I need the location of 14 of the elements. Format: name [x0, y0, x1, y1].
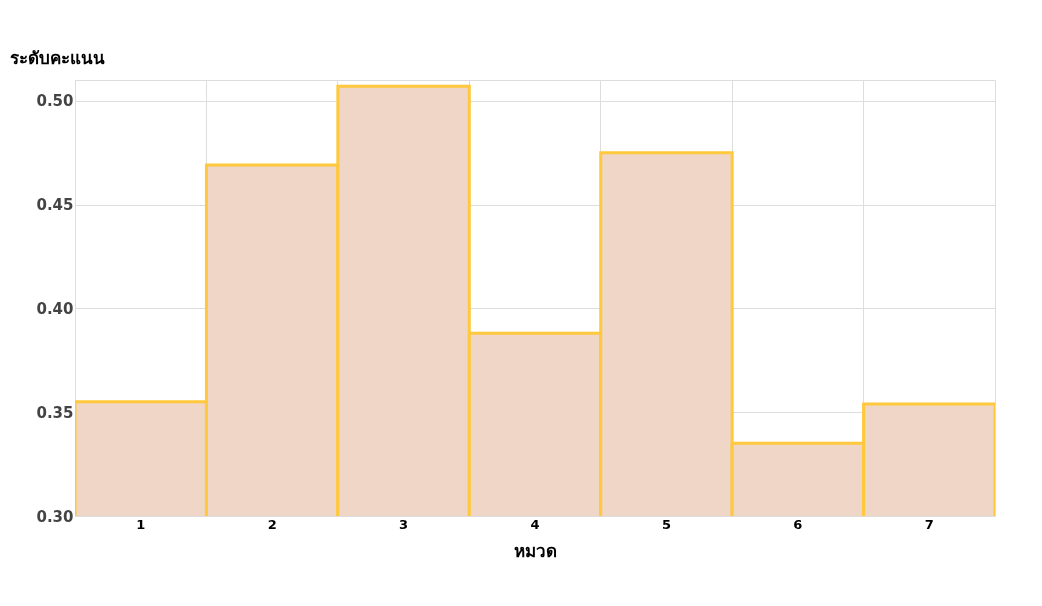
x-tick-label: 7: [924, 516, 934, 532]
x-tick-label: 2: [267, 516, 277, 532]
y-tick-label: 0.45: [36, 196, 74, 215]
y-axis-title: ระดับคะแนน: [10, 48, 105, 68]
x-tick-label: 4: [530, 516, 540, 532]
y-tick-label: 0.50: [36, 92, 74, 111]
y-tick-label: 0.35: [36, 403, 74, 422]
y-tick-label: 0.40: [36, 299, 74, 318]
y-tick-label: 0.30: [36, 507, 74, 526]
x-axis-title: หมวด: [514, 540, 557, 561]
x-tick-label: 6: [793, 516, 803, 532]
x-tick-label: 5: [661, 516, 671, 532]
x-tick-label: 1: [136, 516, 146, 532]
x-tick-label: 3: [399, 516, 409, 532]
